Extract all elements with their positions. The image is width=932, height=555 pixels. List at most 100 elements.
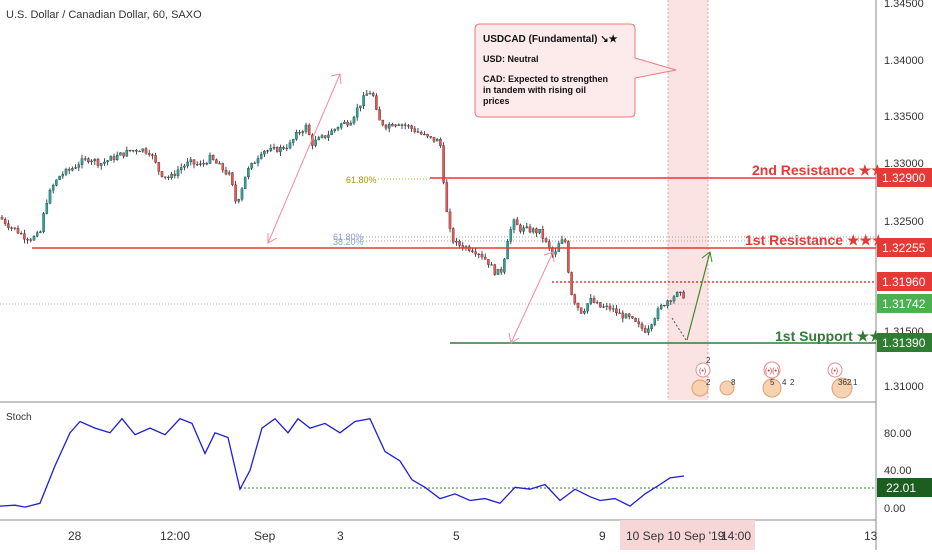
candle-body	[669, 300, 673, 302]
candle-body	[663, 305, 666, 307]
candle-body	[349, 122, 353, 126]
event-flag-icon	[763, 361, 781, 379]
candle-body	[58, 175, 61, 181]
candle-body	[0, 217, 4, 220]
candle-body	[509, 229, 513, 242]
candle-body	[538, 229, 541, 234]
svg-text:5: 5	[453, 529, 460, 543]
stoch-tick: 40.00	[884, 465, 912, 477]
candle-body	[234, 184, 237, 202]
candle-body	[474, 251, 477, 255]
candle-body	[173, 173, 177, 176]
candle-body	[637, 321, 641, 325]
candle-body	[103, 161, 106, 164]
candle-body	[202, 163, 205, 165]
candle-body	[199, 163, 202, 165]
candle-body	[672, 296, 676, 302]
candle-body	[205, 163, 209, 165]
candle-body	[512, 219, 516, 230]
candle-body	[272, 147, 276, 149]
svg-text:9: 9	[599, 529, 606, 543]
candle-body	[253, 162, 257, 164]
candle-body	[227, 172, 231, 175]
candle-body	[528, 226, 532, 233]
price-tag-mid-text: 1.31960	[882, 275, 926, 289]
candle-body	[605, 305, 609, 307]
stoch-tick: 0.00	[884, 503, 905, 515]
candle-body	[579, 307, 583, 314]
price-tag-s1-text: 1.31390	[882, 336, 926, 350]
svg-text:13: 13	[864, 529, 878, 543]
price-tag-s1	[877, 333, 932, 352]
candle-body	[493, 264, 497, 275]
candle-body	[352, 116, 356, 124]
candle-body	[576, 302, 580, 308]
candle-body	[208, 154, 212, 164]
candle-body	[13, 227, 17, 229]
candle-body	[183, 165, 186, 168]
candle-body	[256, 158, 260, 164]
candle-body	[163, 176, 167, 178]
candle-body	[240, 188, 244, 200]
candle-body	[16, 228, 20, 234]
candle-body	[442, 145, 445, 183]
candle-body	[279, 147, 282, 153]
candle-body	[295, 132, 298, 140]
candle-body	[285, 147, 289, 149]
candle-body	[90, 160, 93, 163]
candle-body	[247, 168, 250, 178]
candle-body	[3, 219, 7, 224]
candle-body	[506, 241, 509, 260]
candle-body	[141, 148, 145, 152]
candle-body	[19, 233, 23, 235]
candle-body	[218, 163, 221, 165]
candle-body	[666, 300, 669, 307]
candle-body	[522, 227, 525, 232]
svg-text:(•)(•): (•)(•)	[765, 368, 779, 375]
candle-body	[80, 158, 84, 165]
fib-label-lower1: 61.80%	[333, 232, 364, 242]
candle-body	[122, 152, 125, 157]
candle-body	[656, 308, 660, 319]
svg-text:12:00: 12:00	[160, 529, 190, 543]
svg-text:8: 8	[731, 378, 736, 387]
candle-body	[675, 292, 679, 297]
candle-body	[314, 139, 317, 146]
candle-body	[583, 310, 586, 314]
candle-body	[221, 163, 225, 171]
candle-body	[650, 324, 653, 329]
candle-body	[451, 228, 455, 243]
candle-body	[307, 124, 311, 136]
stoch-value-tag	[877, 478, 932, 497]
fib-label-lower2: 38.20%	[333, 237, 364, 247]
price-tick: 1.34500	[884, 0, 924, 10]
candle-body	[195, 163, 199, 166]
candle-body	[42, 213, 45, 232]
candle-body	[67, 168, 71, 171]
price-tick: 1.32500	[884, 216, 924, 228]
chart-title: U.S. Dollar / Canadian Dollar, 60, SAXO	[6, 9, 202, 21]
candle-body	[624, 313, 628, 319]
candle-body	[61, 174, 65, 177]
candle-body	[560, 239, 564, 244]
candle-body	[567, 241, 570, 273]
svg-text:4: 4	[782, 378, 787, 387]
candle-body	[320, 135, 324, 138]
event-flag-icon	[719, 380, 735, 396]
candle-body	[330, 130, 333, 136]
svg-text:10 Sep 10 Sep '19: 10 Sep 10 Sep '19	[626, 529, 725, 543]
price-tag-r1	[877, 238, 932, 257]
event-flag-icon	[827, 362, 843, 378]
candle-body	[346, 121, 349, 126]
candle-body	[531, 228, 535, 233]
candle-body	[35, 232, 39, 237]
resistance-1-label: 1st Resistance ★★★	[745, 232, 885, 248]
candle-body	[106, 160, 109, 163]
candle-body	[23, 233, 26, 240]
candle-body	[378, 109, 381, 121]
time-highlight-band	[620, 520, 755, 550]
event-highlight-band	[668, 0, 708, 400]
candle-body	[29, 239, 33, 241]
candle-body	[167, 176, 170, 178]
